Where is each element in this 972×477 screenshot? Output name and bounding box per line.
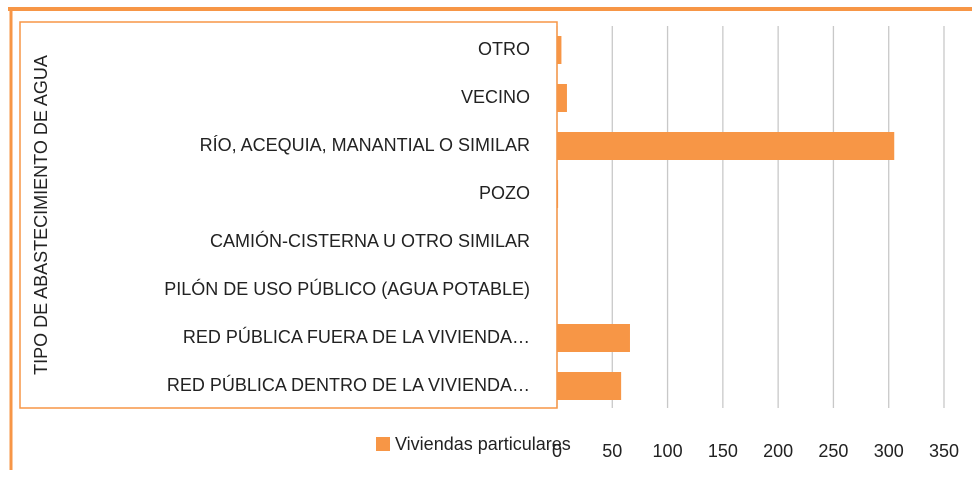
legend-label: Viviendas particulares bbox=[395, 434, 571, 454]
legend-swatch bbox=[376, 437, 390, 451]
label-box bbox=[19, 21, 558, 409]
y-tick-label: RED PÚBLICA DENTRO DE LA VIVIENDA… bbox=[167, 374, 530, 395]
bar bbox=[557, 132, 895, 160]
y-tick-label: POZO bbox=[479, 183, 530, 203]
y-tick-label: CAMIÓN-CISTERNA U OTRO SIMILAR bbox=[210, 230, 530, 251]
x-tick-label: 350 bbox=[929, 441, 959, 461]
bar bbox=[557, 324, 630, 352]
x-tick-label: 300 bbox=[874, 441, 904, 461]
y-tick-label: OTRO bbox=[478, 39, 530, 59]
x-tick-label: 50 bbox=[602, 441, 622, 461]
y-tick-label: VECINO bbox=[461, 87, 530, 107]
x-tick-label: 100 bbox=[653, 441, 683, 461]
x-tick-label: 250 bbox=[818, 441, 848, 461]
y-tick-label: PILÓN DE USO PÚBLICO (AGUA POTABLE) bbox=[164, 278, 530, 299]
x-tick-label: 0 bbox=[552, 441, 562, 461]
y-axis-title: TIPO DE ABASTECIMIENTO DE AGUA bbox=[31, 55, 51, 375]
bar bbox=[557, 84, 567, 112]
bar bbox=[557, 372, 622, 400]
y-tick-label: RED PÚBLICA FUERA DE LA VIVIENDA… bbox=[183, 326, 530, 347]
x-tick-label: 150 bbox=[708, 441, 738, 461]
y-tick-label: RÍO, ACEQUIA, MANANTIAL O SIMILAR bbox=[200, 135, 530, 155]
bar bbox=[557, 36, 562, 64]
x-tick-label: 200 bbox=[763, 441, 793, 461]
